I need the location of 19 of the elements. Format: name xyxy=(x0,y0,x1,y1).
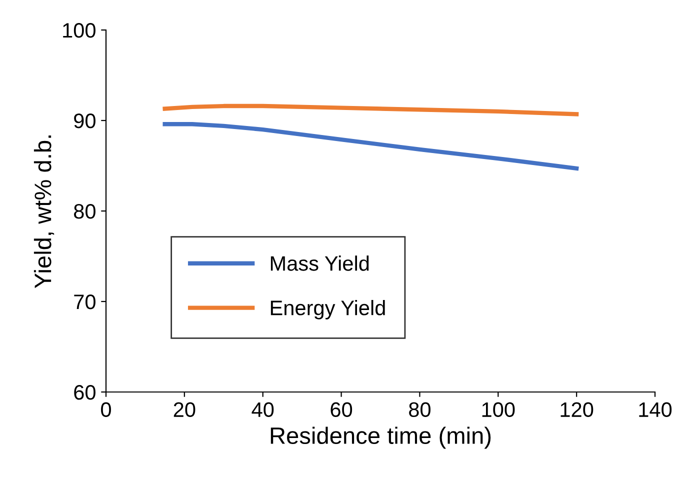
y-tick-label: 60 xyxy=(74,385,96,400)
x-tick-label: 80 xyxy=(409,402,430,418)
legend-label: Mass Yield xyxy=(270,256,369,271)
legend-label: Energy Yield xyxy=(270,300,385,320)
y-tick-label: 70 xyxy=(74,294,96,310)
x-tick-label: 140 xyxy=(639,402,672,418)
y-tick-label: 90 xyxy=(74,114,96,128)
y-tick-label: 80 xyxy=(74,204,96,219)
x-axis-title: Residence time (min) xyxy=(270,426,491,449)
x-tick-label: 20 xyxy=(174,402,196,418)
x-tick-label: 0 xyxy=(101,402,111,418)
x-tick-label: 40 xyxy=(252,402,274,418)
y-axis-title: Yield, wt% d.b. xyxy=(34,136,54,288)
line-series xyxy=(162,104,579,116)
x-tick-label: 100 xyxy=(482,402,515,418)
x-tick-label: 120 xyxy=(560,402,594,418)
line-series xyxy=(162,122,579,171)
y-tick-label: 100 xyxy=(63,23,96,38)
x-tick-label: 60 xyxy=(330,402,352,418)
